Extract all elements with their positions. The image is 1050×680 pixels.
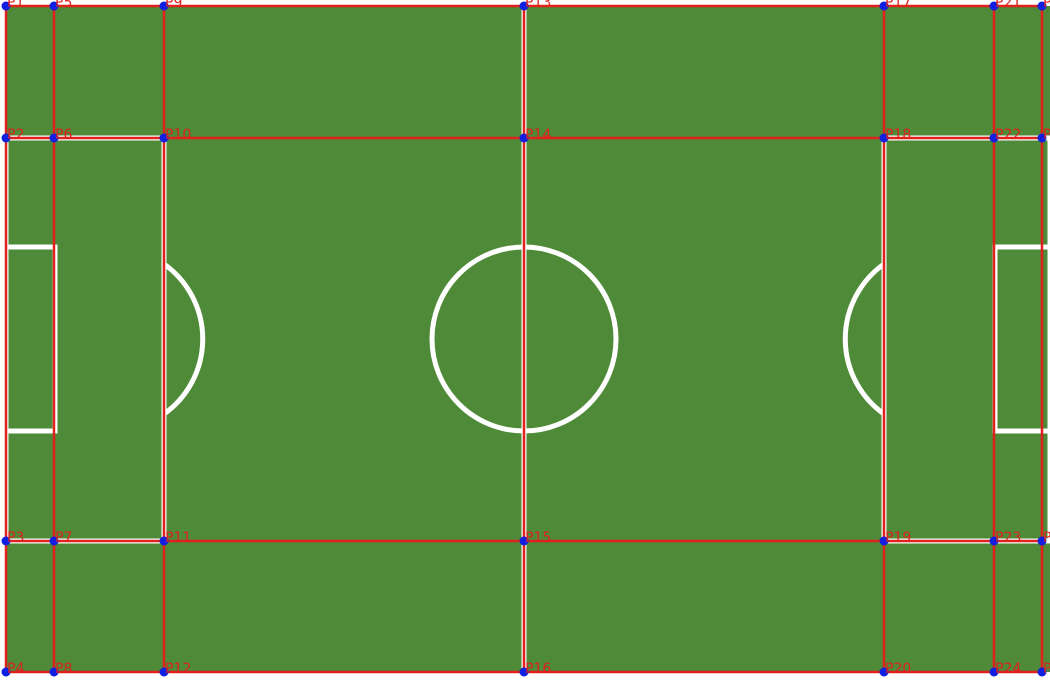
- point-marker: [159, 536, 169, 546]
- point-marker: [879, 1, 889, 11]
- reference-point: P19: [879, 530, 911, 546]
- left-penalty-arc: [162, 261, 206, 417]
- point-label: P22: [995, 127, 1021, 143]
- reference-point: P28: [1037, 661, 1050, 677]
- point-marker: [1037, 1, 1047, 11]
- reference-point: P14: [519, 127, 551, 143]
- reference-point: P7: [49, 530, 72, 546]
- reference-point: P1: [1, 0, 24, 11]
- reference-point: P24: [989, 661, 1021, 677]
- point-label: P13: [525, 0, 551, 11]
- point-marker: [159, 667, 169, 677]
- reference-point: P22: [989, 127, 1021, 143]
- point-label: P1: [7, 0, 24, 11]
- point-label: P26: [1043, 127, 1050, 143]
- reference-grid: [4, 4, 1044, 674]
- point-label: P27: [1043, 530, 1050, 546]
- reference-point: P27: [1037, 530, 1050, 546]
- point-marker: [879, 133, 889, 143]
- point-marker: [1037, 536, 1047, 546]
- point-marker: [519, 536, 529, 546]
- point-marker: [519, 133, 529, 143]
- point-label: P7: [55, 530, 72, 546]
- reference-point: P20: [879, 661, 911, 677]
- point-label: P8: [55, 661, 72, 677]
- point-label: P5: [55, 0, 72, 11]
- reference-point: P6: [49, 127, 72, 143]
- reference-point: P16: [519, 661, 551, 677]
- point-label: P9: [165, 0, 182, 11]
- point-label: P21: [995, 0, 1021, 11]
- point-label: P10: [165, 127, 191, 143]
- reference-point: P5: [49, 0, 72, 11]
- point-label: P19: [885, 530, 911, 546]
- point-marker: [519, 1, 529, 11]
- point-label: P15: [525, 530, 551, 546]
- point-marker: [1, 1, 11, 11]
- reference-point: P3: [1, 530, 24, 546]
- point-label: P14: [525, 127, 551, 143]
- point-marker: [879, 667, 889, 677]
- reference-point: P11: [159, 530, 191, 546]
- point-label: P28: [1043, 661, 1050, 677]
- right-penalty-arc: [842, 261, 886, 417]
- point-marker: [159, 1, 169, 11]
- point-marker: [989, 536, 999, 546]
- point-label: P24: [995, 661, 1021, 677]
- reference-point: P8: [49, 661, 72, 677]
- point-label: P17: [885, 0, 911, 11]
- reference-point: P10: [159, 127, 191, 143]
- grass-field: [6, 6, 1050, 672]
- point-marker: [1, 536, 11, 546]
- point-marker: [1037, 667, 1047, 677]
- point-marker: [159, 133, 169, 143]
- point-marker: [879, 536, 889, 546]
- point-label: P23: [995, 530, 1021, 546]
- point-label: P20: [885, 661, 911, 677]
- point-label: P16: [525, 661, 551, 677]
- reference-point: P2: [1, 127, 24, 143]
- point-marker: [49, 536, 59, 546]
- point-marker: [49, 133, 59, 143]
- reference-point: P13: [519, 0, 551, 11]
- reference-point: P17: [879, 0, 911, 11]
- point-marker: [1, 667, 11, 677]
- reference-point: P21: [989, 0, 1021, 11]
- reference-point: P12: [159, 661, 191, 677]
- point-marker: [49, 667, 59, 677]
- point-label: P6: [55, 127, 72, 143]
- point-marker: [989, 1, 999, 11]
- point-marker: [1037, 133, 1047, 143]
- reference-point: P4: [1, 661, 24, 677]
- reference-point: P15: [519, 530, 551, 546]
- point-label: P25: [1043, 0, 1050, 11]
- point-label: P2: [7, 127, 24, 143]
- point-marker: [519, 667, 529, 677]
- point-label: P18: [885, 127, 911, 143]
- reference-point: P18: [879, 127, 911, 143]
- point-label: P4: [7, 661, 24, 677]
- point-marker: [1, 133, 11, 143]
- point-marker: [989, 667, 999, 677]
- point-label: P12: [165, 661, 191, 677]
- point-label: P11: [165, 530, 191, 546]
- point-marker: [49, 1, 59, 11]
- reference-point: P26: [1037, 127, 1050, 143]
- reference-point: P25: [1037, 0, 1050, 11]
- point-label: P3: [7, 530, 24, 546]
- reference-point: P23: [989, 530, 1021, 546]
- point-marker: [989, 133, 999, 143]
- reference-point: P9: [159, 0, 182, 11]
